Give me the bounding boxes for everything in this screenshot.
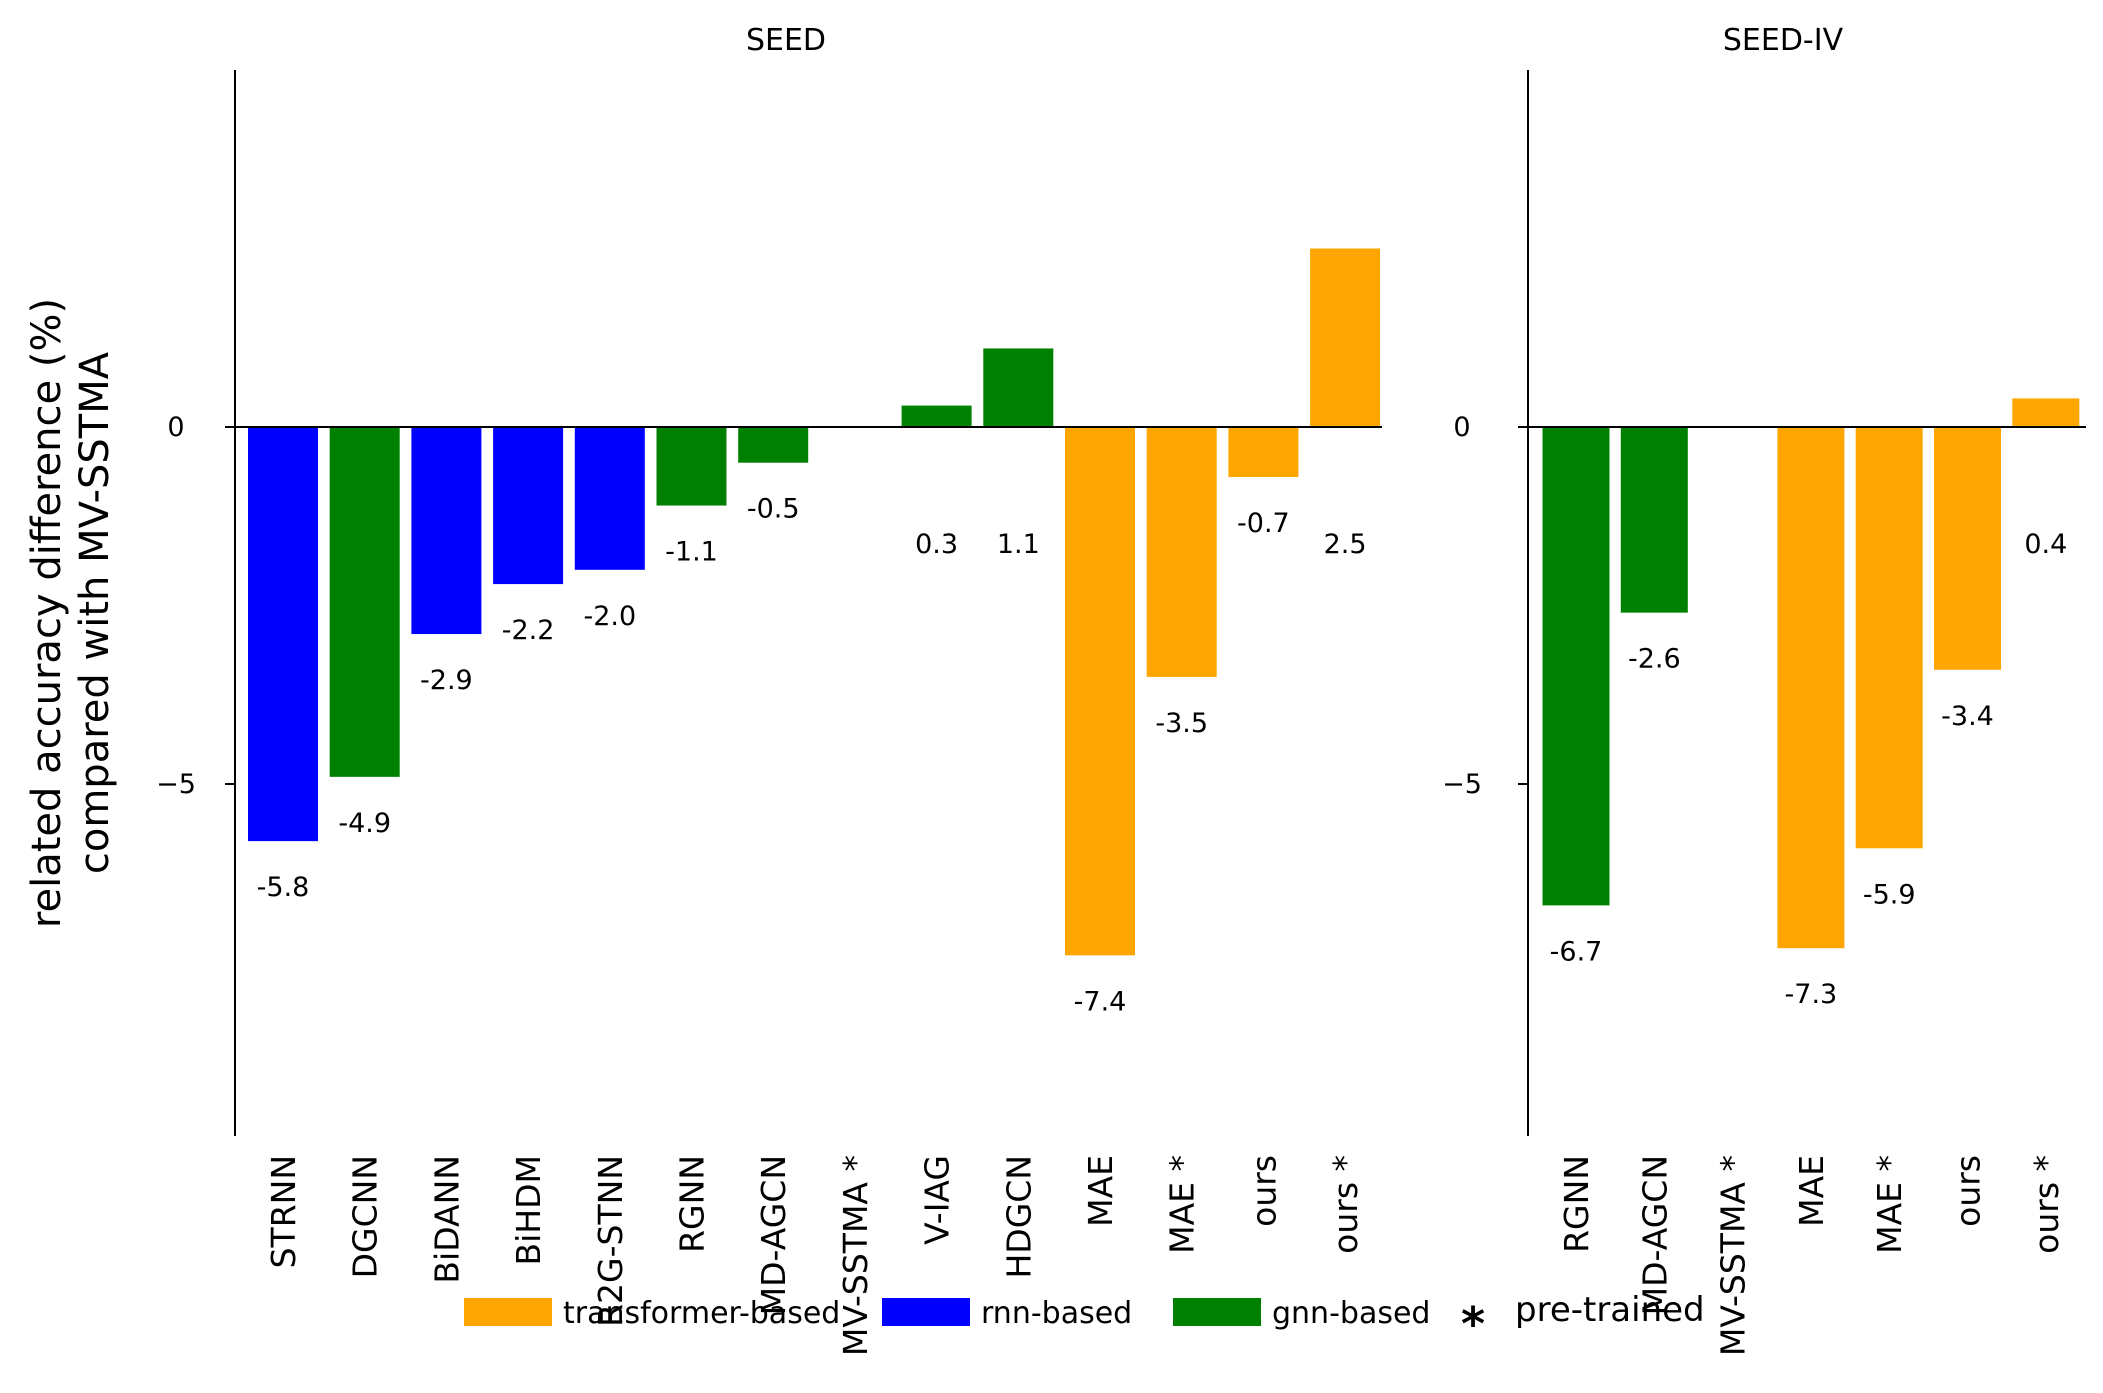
legend-label-pre-trained: pre-trained	[1515, 1290, 1705, 1330]
bar-seed-ours-star	[1310, 248, 1381, 427]
data-label-seed-ours: -0.7	[1237, 508, 1290, 539]
data-label-seed-mae-star: -3.5	[1155, 708, 1208, 739]
legend-swatch-gnn-based	[1173, 1298, 1261, 1326]
data-label-seed-rgnn: -1.1	[665, 537, 718, 568]
category-label-seed-iv-md-agcn: MD-AGCN	[1635, 1155, 1674, 1315]
bar-seed-mae	[1065, 427, 1135, 956]
y-axis-label-line-2: compared with MV-SSTMA	[72, 351, 118, 874]
y-tick-label-seed: −5	[156, 769, 196, 800]
data-label-seed-ours-star: 2.5	[1324, 529, 1367, 560]
category-label-seed-md-agcn: MD-AGCN	[754, 1155, 793, 1315]
category-label-seed-mv-sstma-star: MV-SSTMA *	[836, 1155, 875, 1356]
data-label-seed-iv-mae: -7.3	[1785, 979, 1838, 1010]
data-label-seed-r2g-stnn: -2.0	[583, 601, 636, 632]
bar-seed-iv-rgnn	[1542, 427, 1610, 906]
bar-seed-md-agcn	[738, 427, 809, 463]
bar-seed-iv-mae-star	[1855, 427, 1923, 849]
chart-panels: SEED 0 −5 -5.8 STRNN -4.9 DGCNN -2.9 BiDANN -2.2 B…	[156, 23, 2086, 1356]
category-label-seed-ours-star: ours *	[1326, 1155, 1365, 1254]
y-tick-label-seed-iv: −5	[1442, 769, 1482, 800]
bar-seed-dgcnn	[329, 427, 400, 777]
bar-seed-ours	[1228, 427, 1299, 477]
data-label-seed-dgcnn: -4.9	[338, 808, 391, 839]
panel-title-seed-iv: SEED-IV	[1723, 23, 1844, 58]
category-label-seed-iv-ours: ours	[1949, 1155, 1988, 1227]
category-label-seed-iv-mae: MAE	[1792, 1155, 1831, 1227]
legend-label-transformer-based: transformer-based	[563, 1296, 840, 1331]
category-label-seed-r2g-stnn: R2G-STNN	[591, 1155, 630, 1327]
bar-seed-iv-ours	[1934, 427, 2001, 670]
category-label-seed-iv-mae-star: MAE *	[1870, 1155, 1909, 1254]
bar-seed-iv-mae	[1777, 427, 1845, 949]
data-label-seed-iv-rgnn: -6.7	[1550, 936, 1603, 967]
category-label-seed-v-iag: V-IAG	[918, 1155, 957, 1245]
legend-label-gnn-based: gnn-based	[1272, 1296, 1430, 1331]
panel-title-seed: SEED	[746, 23, 826, 58]
data-label-seed-strnn: -5.8	[257, 872, 310, 903]
category-label-seed-rgnn: RGNN	[673, 1155, 712, 1253]
bar-seed-iv-md-agcn	[1620, 427, 1688, 613]
bar-seed-v-iag	[901, 405, 972, 427]
data-label-seed-bidann: -2.9	[420, 665, 473, 696]
bar-seed-mae-star	[1146, 427, 1217, 677]
category-label-seed-hdgcn: HDGCN	[999, 1155, 1038, 1279]
category-label-seed-strnn: STRNN	[264, 1155, 303, 1268]
legend: transformer-based rnn-based gnn-based * pre-…	[464, 1290, 1705, 1351]
y-tick-label-seed: 0	[167, 412, 184, 443]
y-tick-label-seed-iv: 0	[1453, 412, 1470, 443]
category-label-seed-dgcnn: DGCNN	[346, 1155, 385, 1278]
bar-seed-r2g-stnn	[574, 427, 645, 570]
legend-swatch-rnn-based	[882, 1298, 970, 1326]
bar-seed-bihdm	[493, 427, 564, 585]
category-label-seed-mae: MAE	[1081, 1155, 1120, 1227]
legend-star-icon: *	[1461, 1297, 1485, 1351]
data-label-seed-iv-ours-star: 0.4	[2024, 529, 2067, 560]
bar-seed-iv-ours-star	[2012, 398, 2080, 427]
data-label-seed-mae: -7.4	[1074, 986, 1127, 1017]
legend-swatch-transformer-based	[464, 1298, 552, 1326]
category-label-seed-ours: ours	[1244, 1155, 1283, 1227]
data-label-seed-md-agcn: -0.5	[747, 494, 800, 525]
bar-seed-bidann	[411, 427, 482, 635]
data-label-seed-iv-mae-star: -5.9	[1863, 879, 1916, 910]
panel-seed: SEED 0 −5 -5.8 STRNN -4.9 DGCNN -2.9 BiDANN -2.2 B…	[156, 23, 1382, 1356]
legend-label-rnn-based: rnn-based	[981, 1296, 1132, 1331]
category-label-seed-bidann: BiDANN	[427, 1155, 466, 1284]
y-axis-label-line-1: related accuracy difference (%)	[24, 298, 70, 928]
category-label-seed-iv-rgnn: RGNN	[1557, 1155, 1596, 1253]
category-label-seed-iv-ours-star: ours *	[2027, 1155, 2066, 1254]
category-label-seed-bihdm: BiHDM	[509, 1155, 548, 1266]
data-label-seed-hdgcn: 1.1	[997, 529, 1040, 560]
bar-seed-hdgcn	[983, 348, 1054, 427]
panel-seed-iv: SEED-IV 0 −5 -6.7 RGNN -2.6 MD-AGCN MV-SSTMA * -…	[1442, 23, 2086, 1356]
category-label-seed-mae-star: MAE *	[1163, 1155, 1202, 1254]
category-label-seed-iv-mv-sstma-star: MV-SSTMA *	[1714, 1155, 1753, 1356]
bar-seed-strnn	[248, 427, 318, 842]
bar-seed-rgnn	[656, 427, 727, 506]
data-label-seed-iv-ours: -3.4	[1941, 701, 1994, 732]
data-label-seed-bihdm: -2.2	[502, 615, 555, 646]
data-label-seed-iv-md-agcn: -2.6	[1628, 644, 1681, 675]
data-label-seed-v-iag: 0.3	[915, 529, 958, 560]
y-axis-label: related accuracy difference (%) compared…	[24, 298, 118, 928]
